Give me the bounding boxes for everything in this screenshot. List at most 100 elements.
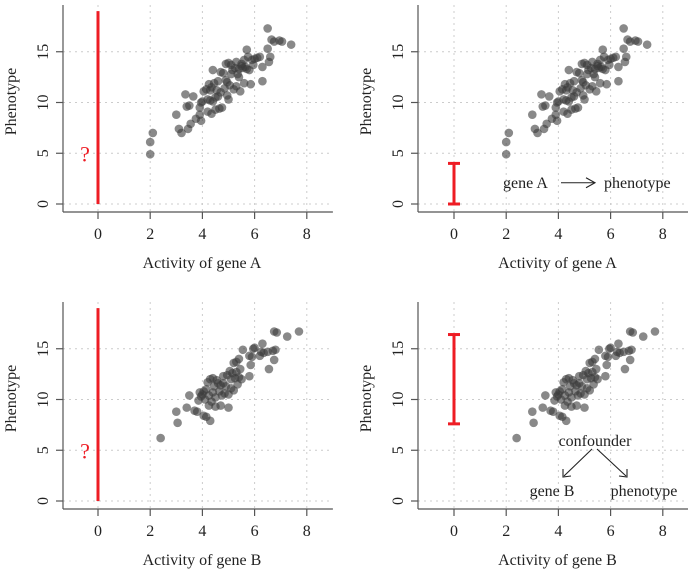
panel-bottom-left: 0 2 4 6 8 0 5 10 15 Activity of gene B Phenotype?: [3, 302, 333, 569]
y-tick-label: 0: [35, 497, 52, 505]
data-point: [504, 128, 514, 138]
data-point: [224, 95, 233, 104]
y-tick-label: 5: [35, 446, 52, 454]
data-point: [580, 403, 589, 412]
data-point: [239, 78, 249, 88]
data-point: [235, 87, 245, 96]
data-point: [611, 52, 621, 62]
data-point: [528, 407, 537, 416]
y-tick-label: 15: [390, 44, 407, 60]
data-point: [601, 371, 610, 381]
data-point: [156, 433, 165, 443]
y-tick-label: 15: [35, 341, 52, 357]
y-tick-label: 15: [390, 341, 407, 357]
data-point: [264, 364, 274, 374]
confounded-gene-label: gene B: [530, 483, 575, 500]
confounder-arrow-left: [563, 448, 593, 477]
y-tick-label: 10: [390, 95, 407, 111]
data-point: [192, 407, 202, 416]
data-point: [614, 76, 623, 86]
data-point: [537, 90, 546, 99]
data-point: [177, 128, 186, 138]
panel-top-right: 0 2 4 6 8 0 5 10 15 Activity of gene A Phenotype ge…: [358, 5, 688, 272]
data-point: [242, 45, 252, 55]
data-point: [642, 40, 652, 49]
x-tick-label: 4: [554, 523, 562, 540]
data-point: [512, 433, 521, 443]
data-point: [196, 116, 206, 126]
data-point: [246, 360, 255, 370]
data-point: [247, 352, 257, 362]
data-point: [638, 332, 648, 341]
arrow-head-right-icon: [618, 469, 628, 478]
data-point: [650, 327, 660, 336]
data-point: [286, 40, 296, 49]
data-point: [567, 393, 576, 402]
x-tick-label: 2: [146, 226, 154, 243]
data-point: [590, 354, 600, 364]
data-point: [258, 62, 267, 72]
data-point: [561, 416, 571, 426]
data-point: [533, 128, 542, 138]
data-point: [173, 418, 182, 428]
data-point: [234, 72, 244, 82]
data-point: [538, 403, 548, 412]
data-point: [541, 101, 550, 110]
data-point: [501, 149, 511, 159]
data-point: [529, 418, 538, 428]
data-point: [620, 364, 630, 374]
data-point: [598, 45, 608, 55]
data-point: [181, 90, 190, 99]
y-tick-label: 10: [390, 392, 407, 408]
question-mark-label: ?: [80, 141, 90, 166]
data-point: [580, 95, 589, 104]
y-axis-label: Phenotype: [358, 365, 375, 433]
x-tick-label: 6: [607, 226, 615, 243]
data-point: [574, 68, 584, 78]
data-point: [606, 343, 615, 353]
x-tick-label: 6: [607, 523, 615, 540]
annotation-effect-label: phenotype: [604, 175, 671, 192]
data-point: [172, 110, 181, 119]
data-point: [277, 37, 287, 46]
data-point: [621, 52, 631, 62]
data-point: [188, 92, 198, 101]
data-point: [148, 128, 158, 138]
data-point: [185, 391, 194, 400]
data-point: [172, 407, 181, 416]
y-tick-label: 0: [390, 497, 407, 505]
data-point: [619, 44, 628, 54]
x-tick-label: 6: [251, 226, 259, 243]
data-point: [603, 352, 613, 362]
x-tick-label: 4: [198, 226, 206, 243]
x-tick-label: 8: [659, 523, 667, 540]
data-point: [145, 149, 155, 159]
data-point: [272, 328, 282, 337]
data-point: [245, 371, 254, 381]
y-tick-label: 0: [35, 200, 52, 208]
data-point: [573, 103, 583, 112]
y-axis-label: Phenotype: [3, 68, 20, 136]
arrow-head-left-icon: [562, 469, 572, 478]
x-tick-label: 8: [303, 523, 311, 540]
x-tick-label: 6: [251, 523, 259, 540]
y-axis-label: Phenotype: [358, 68, 375, 136]
x-tick-label: 4: [198, 523, 206, 540]
x-tick-label: 0: [94, 226, 102, 243]
panel-top-left: 0 2 4 6 8 0 5 10 15 Activity of gene A Phenotype?: [3, 5, 333, 272]
data-point: [572, 401, 581, 410]
data-point: [294, 327, 304, 336]
x-tick-label: 0: [450, 523, 458, 540]
data-point: [229, 386, 239, 395]
y-tick-label: 10: [35, 392, 52, 408]
data-point: [263, 24, 272, 33]
data-point: [590, 72, 600, 82]
y-tick-label: 15: [35, 44, 52, 60]
x-tick-label: 4: [554, 226, 562, 243]
data-point: [585, 386, 595, 395]
data-point: [216, 401, 225, 410]
data-point: [619, 24, 628, 33]
data-point: [528, 110, 537, 119]
data-point: [501, 137, 511, 147]
data-point: [541, 391, 550, 400]
